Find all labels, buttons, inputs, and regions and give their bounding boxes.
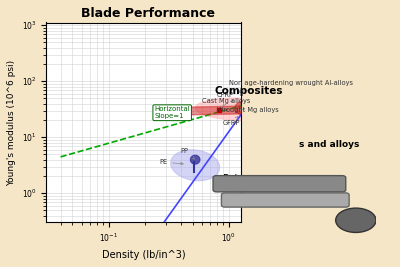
Text: Vertical
Slope=3: Vertical Slope=3 [0,266,1,267]
Text: Blade Performance: Blade Performance [81,7,215,20]
Y-axis label: Young's modulus (10^6 psi): Young's modulus (10^6 psi) [7,59,16,186]
Text: Blade steel: Blade steel [0,266,1,267]
Text: Poly...: Poly... [223,174,250,184]
Circle shape [336,208,376,233]
Text: Horizontal
Slope=1: Horizontal Slope=1 [154,106,190,119]
X-axis label: Density (lb/in^3): Density (lb/in^3) [102,250,185,260]
Text: s and alloys: s and alloys [298,140,359,149]
FancyBboxPatch shape [222,193,349,207]
Text: PE: PE [159,159,183,165]
Text: CFRP: CFRP [217,92,234,102]
FancyBboxPatch shape [213,176,346,192]
Polygon shape [195,98,286,121]
Text: Non age-hardening wrought Al-alloys: Non age-hardening wrought Al-alloys [229,80,353,93]
Text: Cast Mg alloys: Cast Mg alloys [202,97,251,106]
Text: Wrought Mg alloys: Wrought Mg alloys [217,107,278,113]
Polygon shape [171,150,220,181]
Text: Composites: Composites [214,86,283,96]
Text: Titanium alloys: Titanium alloys [0,266,1,267]
Text: GFRP: GFRP [223,117,240,126]
Text: Stiga steel: Stiga steel [0,266,1,267]
Text: PP: PP [181,148,194,159]
Text: Nickel-based superalloys: Nickel-based superalloys [0,266,1,267]
Polygon shape [190,155,200,164]
Polygon shape [235,101,252,115]
